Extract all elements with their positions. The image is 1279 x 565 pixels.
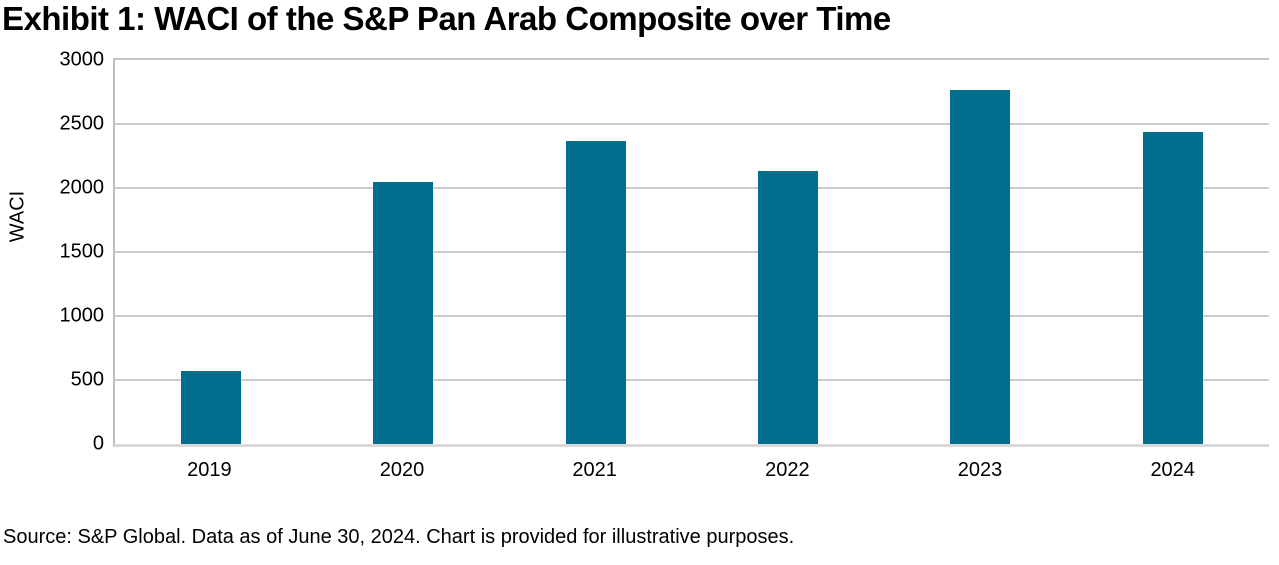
x-tick-label-2021: 2021 (572, 459, 617, 481)
gridline-1500 (115, 251, 1269, 253)
x-tick-label-2019: 2019 (187, 459, 232, 481)
bar-slot-2019 (115, 60, 307, 444)
bar-2024 (1142, 132, 1203, 444)
y-tick-label-2000: 2000 (59, 176, 105, 199)
bar-slot-2021 (500, 60, 692, 444)
y-axis-ticks: 0 500 1000 1500 2000 2500 3000 (0, 49, 105, 455)
source-note: Source: S&P Global. Data as of June 30, … (3, 526, 795, 548)
bars-container (115, 60, 1269, 444)
y-tick-label-2500: 2500 (59, 112, 105, 135)
bar-2023 (950, 90, 1011, 444)
y-tick-label-1500: 1500 (59, 240, 105, 263)
bar-2022 (758, 171, 819, 444)
x-axis-labels: 2019 2020 2021 2022 2023 2024 (113, 459, 1269, 482)
x-tick-label-2022: 2022 (765, 459, 810, 481)
bar-slot-2020 (307, 60, 499, 444)
x-tick-label-2020: 2020 (379, 459, 425, 481)
gridline-1000 (115, 315, 1269, 318)
bar-slot-2023 (884, 60, 1076, 444)
gridline-500 (115, 379, 1269, 382)
bar-2020 (373, 182, 434, 444)
bar-slot-2022 (692, 60, 884, 444)
x-tick-label-2024: 2024 (1150, 459, 1195, 481)
bar-2019 (181, 371, 242, 444)
y-tick-label-500: 500 (70, 368, 104, 391)
y-tick-label-1000: 1000 (59, 304, 105, 327)
y-tick-label-3000: 3000 (59, 48, 105, 71)
x-tick-label-2023: 2023 (957, 459, 1003, 481)
chart-title: Exhibit 1: WACI of the S&P Pan Arab Comp… (2, 0, 891, 37)
gridline-2000 (115, 187, 1269, 190)
bar-slot-2024 (1077, 60, 1269, 444)
gridline-2500 (115, 123, 1269, 125)
plot-area (113, 58, 1269, 447)
y-tick-label-0: 0 (92, 432, 104, 455)
bar-2021 (565, 141, 626, 444)
